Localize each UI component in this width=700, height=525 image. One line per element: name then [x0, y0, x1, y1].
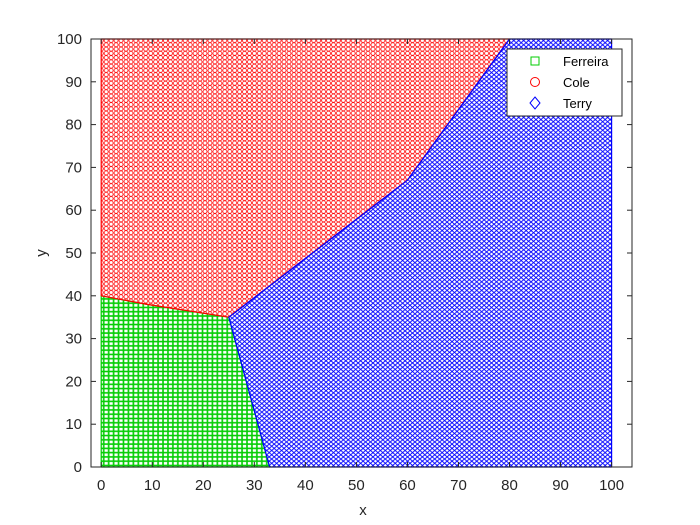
- x-tick-label: 50: [348, 477, 365, 494]
- data-regions: [100, 38, 613, 468]
- y-tick-label: 10: [65, 416, 82, 433]
- legend-item-terry: Terry: [529, 96, 592, 111]
- y-tick-label: 70: [65, 159, 82, 176]
- legend-circle-marker: [530, 77, 540, 87]
- legend-label: Ferreira: [563, 54, 609, 69]
- y-tick-label: 60: [65, 202, 82, 219]
- x-tick-label: 20: [195, 477, 212, 494]
- x-tick-label: 40: [297, 477, 314, 494]
- y-axis-label: y: [33, 249, 50, 257]
- x-tick-label: 0: [97, 477, 105, 494]
- y-tick-label: 80: [65, 117, 82, 134]
- y-tick-label: 20: [65, 373, 82, 390]
- legend-diamond-marker: [529, 96, 541, 110]
- legend-item-cole: Cole: [530, 75, 590, 90]
- y-tick-label: 40: [65, 288, 82, 305]
- y-tick-label: 30: [65, 331, 82, 348]
- legend-square-marker: [530, 56, 540, 66]
- x-tick-label: 90: [552, 477, 569, 494]
- legend: Ferreira Cole Terry: [506, 48, 623, 117]
- y-tick-label: 0: [74, 459, 82, 476]
- x-tick-label: 70: [450, 477, 467, 494]
- y-tick-label: 100: [57, 31, 82, 48]
- x-tick-label: 10: [144, 477, 161, 494]
- x-tick-label: 80: [501, 477, 518, 494]
- x-tick-label: 30: [246, 477, 263, 494]
- legend-label: Cole: [563, 75, 590, 90]
- axis-ticks: 0 10 20 30 40 50 60 70 80 90 100 0 10 20 30 40 50 60 70 80 9…: [57, 31, 632, 494]
- x-tick-label: 100: [599, 477, 624, 494]
- x-tick-label: 60: [399, 477, 416, 494]
- y-tick-label: 50: [65, 245, 82, 262]
- y-tick-label: 90: [65, 74, 82, 91]
- legend-item-ferreira: Ferreira: [530, 54, 609, 69]
- legend-label: Terry: [563, 96, 592, 111]
- legend-box: [506, 48, 623, 117]
- x-axis-label: x: [359, 502, 367, 519]
